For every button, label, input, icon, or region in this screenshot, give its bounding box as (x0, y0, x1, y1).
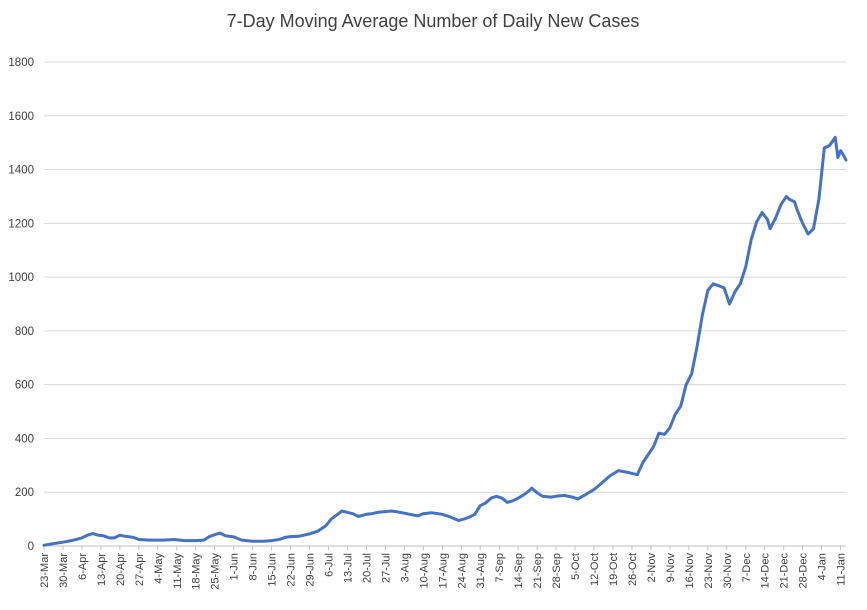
x-tick-label: 23-Mar (39, 553, 51, 588)
x-tick-label: 27-Apr (134, 553, 146, 586)
x-tick-label: 22-Jun (286, 553, 298, 587)
x-tick-label: 8-Jun (248, 553, 260, 581)
x-tick-label: 6-Apr (77, 553, 89, 580)
y-tick-label: 1600 (8, 111, 34, 123)
x-tick-label: 28-Sep (551, 553, 563, 588)
x-axis-ticks: 23-Mar 30-Mar 6-Apr 13-Apr 20-Apr 27-Apr 4-May… (39, 546, 848, 590)
x-tick-label: 6-Jul (323, 553, 335, 577)
x-tick-label: 3-Aug (399, 553, 411, 582)
x-tick-label: 21-Sep (532, 553, 544, 588)
chart-title: 7-Day Moving Average Number of Daily New… (227, 11, 640, 31)
x-tick-label: 24-Aug (456, 553, 468, 588)
y-tick-label: 600 (15, 380, 34, 392)
y-tick-label: 200 (15, 487, 34, 499)
x-tick-label: 29-Jun (305, 553, 317, 587)
y-axis-ticks: 0 200 400 600 800 1000 1200 1400 1600 1800 (8, 57, 34, 553)
x-tick-label: 21-Dec (779, 553, 791, 589)
y-tick-label: 1400 (8, 165, 34, 177)
x-tick-label: 16-Nov (684, 553, 696, 589)
x-tick-label: 17-Aug (437, 553, 449, 588)
x-tick-label: 1-Jun (229, 553, 241, 581)
x-tick-label: 23-Nov (703, 553, 715, 589)
x-tick-label: 18-May (191, 553, 203, 590)
y-tick-label: 1200 (8, 218, 34, 230)
x-tick-label: 10-Aug (418, 553, 430, 588)
x-tick-label: 5-Oct (570, 553, 582, 580)
x-tick-label: 20-Apr (115, 553, 127, 586)
x-tick-label: 4-May (153, 553, 165, 584)
y-tick-label: 1000 (8, 272, 34, 284)
x-tick-label: 25-May (210, 553, 222, 590)
x-tick-label: 27-Jul (380, 553, 392, 583)
x-tick-label: 20-Jul (361, 553, 373, 583)
x-tick-label: 13-Apr (96, 553, 108, 586)
series-layer (42, 135, 848, 547)
y-tick-label: 0 (28, 541, 34, 553)
x-tick-label: 14-Dec (760, 553, 772, 589)
x-tick-label: 28-Dec (798, 553, 810, 589)
x-tick-label: 14-Sep (513, 553, 525, 588)
y-tick-label: 800 (15, 326, 34, 338)
x-tick-label: 30-Nov (722, 553, 734, 589)
x-tick-label: 15-Jun (267, 553, 279, 587)
x-tick-label: 19-Oct (608, 553, 620, 586)
x-tick-label: 7-Dec (741, 553, 753, 583)
x-tick-label: 13-Jul (342, 553, 354, 583)
gridlines (44, 61, 846, 547)
x-tick-label: 9-Nov (665, 553, 677, 583)
x-tick-label: 26-Oct (627, 553, 639, 586)
x-tick-label: 2-Nov (646, 553, 658, 583)
y-tick-label: 1800 (8, 57, 34, 69)
y-tick-label: 400 (15, 433, 34, 445)
x-tick-label: 11-Jan (836, 553, 848, 586)
series-line-0 (42, 135, 848, 547)
x-tick-label: 11-May (172, 553, 184, 589)
x-tick-label: 12-Oct (589, 553, 601, 586)
x-tick-label: 4-Jan (817, 553, 829, 581)
x-tick-label: 30-Mar (58, 553, 70, 588)
x-tick-label: 7-Sep (494, 553, 506, 582)
x-tick-label: 31-Aug (475, 553, 487, 588)
